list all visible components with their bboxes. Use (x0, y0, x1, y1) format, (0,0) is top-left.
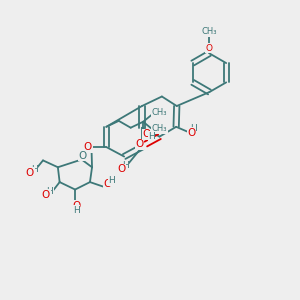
Text: CH₃: CH₃ (152, 108, 167, 117)
Text: H: H (148, 132, 155, 141)
Text: H: H (108, 176, 115, 185)
Text: CH₃: CH₃ (202, 27, 217, 36)
Text: O: O (42, 190, 50, 200)
Text: O: O (73, 201, 81, 211)
Text: O: O (142, 129, 151, 139)
Text: O: O (118, 164, 126, 174)
Text: CH₃: CH₃ (152, 124, 167, 134)
Text: H: H (46, 187, 53, 196)
Text: O: O (103, 179, 112, 190)
Text: H: H (73, 206, 80, 214)
Text: O: O (206, 44, 213, 52)
Text: O: O (135, 139, 143, 149)
Text: O: O (26, 168, 34, 178)
Text: H: H (122, 161, 129, 170)
Text: H: H (190, 124, 197, 133)
Text: H: H (31, 164, 38, 173)
Text: O: O (84, 142, 92, 152)
Text: O: O (78, 151, 87, 160)
Text: O: O (188, 128, 196, 138)
